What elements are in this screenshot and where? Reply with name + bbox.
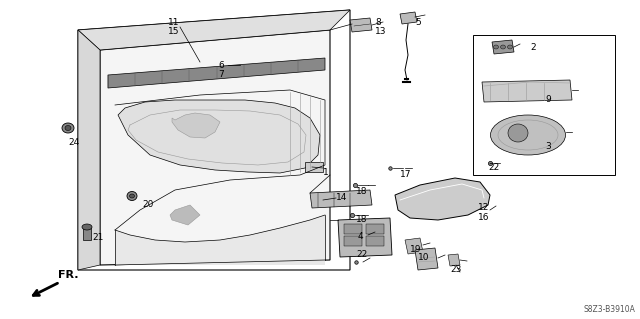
Text: 8: 8 xyxy=(375,18,381,27)
Text: 13: 13 xyxy=(375,27,387,36)
Polygon shape xyxy=(338,218,392,257)
Polygon shape xyxy=(400,12,417,24)
Ellipse shape xyxy=(65,125,71,130)
Ellipse shape xyxy=(493,45,499,49)
Bar xyxy=(305,162,323,172)
Text: 17: 17 xyxy=(400,170,412,179)
Text: 7: 7 xyxy=(218,70,224,79)
Bar xyxy=(344,236,362,246)
Polygon shape xyxy=(170,205,200,225)
Polygon shape xyxy=(310,190,372,208)
Polygon shape xyxy=(448,254,460,266)
Polygon shape xyxy=(78,30,100,270)
Text: 21: 21 xyxy=(92,233,104,242)
Text: 23: 23 xyxy=(450,265,461,274)
Text: 1: 1 xyxy=(323,168,329,177)
Bar xyxy=(366,224,384,234)
Polygon shape xyxy=(405,238,423,254)
Text: FR.: FR. xyxy=(58,270,79,280)
Polygon shape xyxy=(115,215,325,265)
Text: 15: 15 xyxy=(168,27,179,36)
Polygon shape xyxy=(172,113,220,138)
Text: 22: 22 xyxy=(488,163,499,172)
Text: 11: 11 xyxy=(168,18,179,27)
Text: 4: 4 xyxy=(358,232,364,241)
Polygon shape xyxy=(350,18,372,32)
Polygon shape xyxy=(415,248,438,270)
Text: 6: 6 xyxy=(218,61,224,70)
Ellipse shape xyxy=(490,115,566,155)
Text: 22: 22 xyxy=(356,250,367,259)
Text: 5: 5 xyxy=(415,18,420,27)
Polygon shape xyxy=(100,30,330,265)
Text: 3: 3 xyxy=(545,142,551,151)
Polygon shape xyxy=(482,80,572,102)
Ellipse shape xyxy=(127,191,137,201)
Polygon shape xyxy=(78,10,350,50)
Text: 10: 10 xyxy=(418,253,429,262)
Text: 9: 9 xyxy=(545,95,551,104)
Bar xyxy=(83,228,91,240)
Ellipse shape xyxy=(508,124,528,142)
Text: 24: 24 xyxy=(68,138,79,147)
Ellipse shape xyxy=(82,224,92,230)
Bar xyxy=(344,224,362,234)
Text: S8Z3-B3910A: S8Z3-B3910A xyxy=(583,305,635,314)
Text: 19: 19 xyxy=(410,245,422,254)
Bar xyxy=(366,236,384,246)
Polygon shape xyxy=(118,100,320,173)
Ellipse shape xyxy=(129,194,134,198)
Bar xyxy=(473,35,615,175)
Text: 12: 12 xyxy=(478,203,490,212)
Text: 14: 14 xyxy=(336,193,348,202)
Text: 16: 16 xyxy=(478,213,490,222)
Ellipse shape xyxy=(508,45,513,49)
Text: 20: 20 xyxy=(142,200,154,209)
Text: 18: 18 xyxy=(356,215,367,224)
Text: 2: 2 xyxy=(530,43,536,52)
Polygon shape xyxy=(108,58,325,88)
Text: 18: 18 xyxy=(356,187,367,196)
Polygon shape xyxy=(395,178,490,220)
Ellipse shape xyxy=(62,123,74,133)
Polygon shape xyxy=(492,40,514,54)
Ellipse shape xyxy=(500,45,506,49)
